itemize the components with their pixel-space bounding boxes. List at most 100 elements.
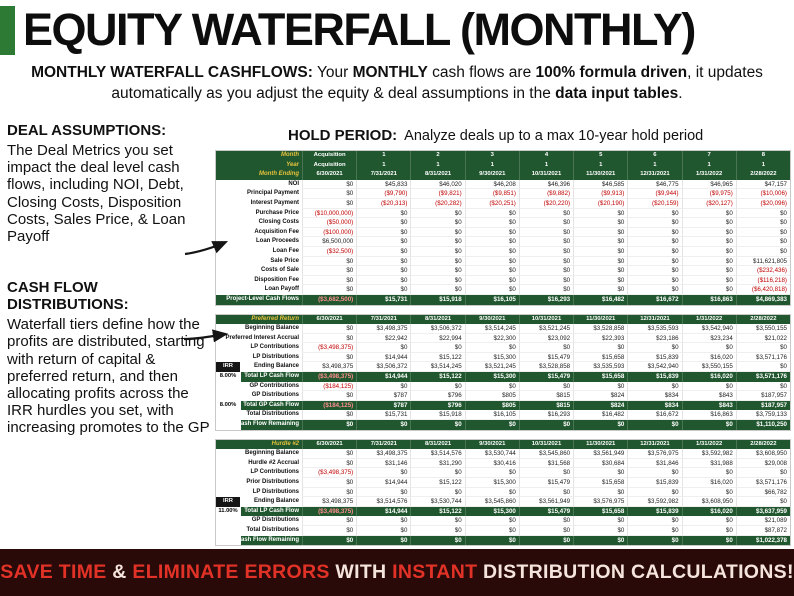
cell[interactable]: $0 [573,535,628,546]
cell[interactable]: ($184,125) [302,400,357,411]
header-cell[interactable]: 8/31/2021 [410,439,465,450]
cell[interactable]: $1,022,378 [735,535,790,546]
header-cell[interactable]: Acquisition [302,160,357,171]
cell[interactable]: $3,514,245 [410,362,465,373]
cell[interactable]: ($3,682,500) [302,294,357,305]
cell[interactable]: ($20,282) [410,198,465,209]
cell[interactable]: $22,994 [410,333,465,344]
cell[interactable]: $0 [735,237,790,247]
cell[interactable]: $0 [518,208,574,219]
cell[interactable]: ($3,498,375) [302,506,357,517]
cell[interactable]: $0 [356,237,411,247]
cell[interactable]: $0 [518,343,574,353]
cell[interactable]: $0 [735,381,790,392]
cell[interactable]: $0 [681,227,736,238]
header-cell[interactable]: 10/31/2021 [518,439,574,450]
cell[interactable]: $3,592,982 [681,449,736,459]
cell[interactable]: $0 [464,468,519,478]
cell[interactable]: $3,514,576 [410,449,465,459]
header-cell[interactable]: 6/30/2021 [302,314,357,325]
header-cell[interactable]: 5 [573,151,628,161]
header-cell[interactable]: 7/31/2021 [356,170,411,180]
cell[interactable]: $46,775 [627,179,682,190]
cell[interactable]: $0 [627,535,682,546]
cell[interactable]: $0 [356,218,411,228]
cell[interactable]: $815 [518,400,574,411]
cell[interactable]: $0 [518,381,574,392]
cell[interactable]: $0 [410,516,465,526]
cell[interactable]: $0 [302,352,357,363]
cell[interactable]: $0 [627,468,682,478]
cell[interactable]: $824 [573,391,628,401]
cell[interactable]: $0 [356,381,411,392]
cell[interactable]: $3,506,372 [410,324,465,334]
header-cell[interactable]: 3 [464,151,519,161]
cell[interactable]: $0 [681,535,736,546]
cell[interactable]: $16,293 [518,294,574,305]
cell[interactable]: $11,621,805 [735,256,790,267]
cell[interactable]: ($10,000,000) [302,208,357,219]
cell[interactable]: $0 [518,256,574,267]
cell[interactable]: $15,300 [464,478,519,488]
cell[interactable]: $0 [627,266,682,276]
cell[interactable]: $15,479 [518,372,574,382]
header-cell[interactable]: 1 [464,160,519,171]
cell[interactable]: $0 [518,227,574,238]
cell[interactable]: $0 [302,333,357,344]
cell[interactable]: $834 [627,400,682,411]
cell[interactable]: $0 [356,266,411,276]
header-cell[interactable]: 10/31/2021 [518,170,574,180]
cell[interactable]: $0 [627,487,682,498]
header-cell[interactable]: 11/30/2021 [573,314,628,325]
cell[interactable]: $0 [518,516,574,526]
cell[interactable]: $22,942 [356,333,411,344]
cell[interactable]: $0 [464,487,519,498]
cell[interactable]: $3,571,176 [735,352,790,363]
cell[interactable]: $0 [410,275,465,286]
cell[interactable]: $0 [410,381,465,392]
cell[interactable]: $3,521,245 [518,324,574,334]
cell[interactable]: $14,944 [356,506,411,517]
cell[interactable]: $3,545,860 [464,497,519,507]
cell[interactable]: $0 [410,227,465,238]
header-cell[interactable]: 2/28/2022 [735,170,790,180]
cell[interactable]: $16,482 [573,410,628,421]
cell[interactable]: $22,393 [573,333,628,344]
cell[interactable]: $0 [573,285,628,295]
cell[interactable]: $3,571,176 [735,372,790,382]
cell[interactable]: $23,234 [681,333,736,344]
cell[interactable]: $3,561,949 [518,497,574,507]
cell[interactable]: $0 [573,256,628,267]
header-cell[interactable]: Acquisition [302,151,357,161]
header-cell[interactable]: 1 [410,160,465,171]
cell[interactable]: ($9,851) [464,189,519,199]
cell[interactable]: ($9,821) [410,189,465,199]
cell[interactable]: $15,122 [410,506,465,517]
cell[interactable]: $0 [464,381,519,392]
cell[interactable]: $0 [681,343,736,353]
header-cell[interactable]: 4 [518,151,574,161]
header-cell[interactable]: 9/30/2021 [464,314,519,325]
cell[interactable]: $787 [356,391,411,401]
cell[interactable]: $834 [627,391,682,401]
cell[interactable]: $0 [735,362,790,373]
cell[interactable]: $15,479 [518,352,574,363]
irr-percent[interactable]: 8.00% [216,372,240,382]
header-cell[interactable]: 1/31/2022 [681,439,736,450]
cell[interactable]: $0 [302,525,357,536]
cell[interactable]: $0 [573,487,628,498]
cell[interactable]: $0 [627,285,682,295]
header-cell[interactable]: 6/30/2021 [302,170,357,180]
cell[interactable]: $3,535,593 [627,324,682,334]
cell[interactable]: ($9,882) [518,189,574,199]
cell[interactable]: $0 [356,525,411,536]
cell[interactable]: $16,863 [681,410,736,421]
cell[interactable]: $15,122 [410,372,465,382]
cell[interactable]: $15,300 [464,372,519,382]
cell[interactable]: $0 [410,237,465,247]
cell[interactable]: $0 [410,468,465,478]
cell[interactable]: $16,020 [681,478,736,488]
header-cell[interactable]: 11/30/2021 [573,439,628,450]
cell[interactable]: $0 [681,420,736,430]
cell[interactable]: $0 [681,516,736,526]
